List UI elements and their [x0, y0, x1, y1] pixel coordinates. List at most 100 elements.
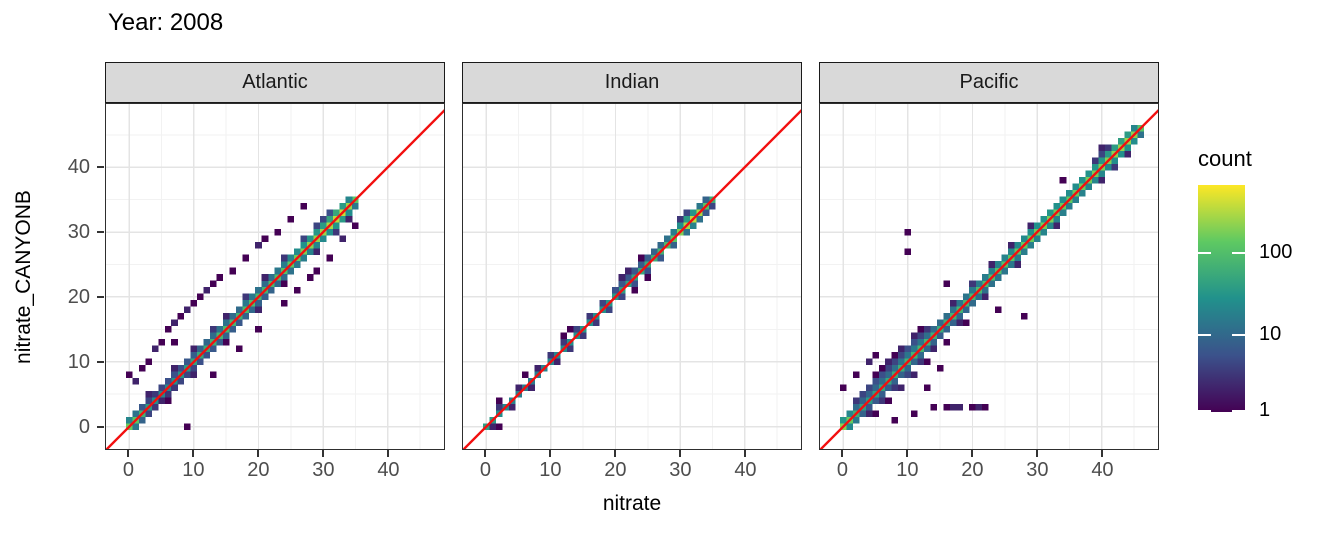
bin: [962, 293, 970, 301]
bin: [151, 390, 159, 398]
bin: [138, 403, 146, 411]
y-tick-label: 30: [67, 220, 90, 243]
bin: [878, 371, 886, 379]
bin: [190, 345, 198, 353]
bin: [885, 384, 892, 391]
bin: [326, 228, 333, 236]
bin: [982, 274, 989, 281]
bin: [846, 423, 854, 430]
x-tick-label: 20: [247, 459, 270, 481]
bin: [210, 280, 217, 288]
bin: [242, 300, 249, 307]
bin: [345, 196, 353, 203]
bin: [975, 280, 983, 288]
bin: [1137, 131, 1144, 139]
bin: [911, 371, 918, 379]
bin: [631, 267, 639, 275]
bin: [676, 215, 684, 223]
bin: [865, 390, 873, 398]
bin: [151, 345, 159, 353]
x-tick: [549, 450, 552, 457]
bin: [235, 345, 243, 353]
x-tick: [1036, 450, 1039, 457]
bin: [222, 332, 230, 340]
bin: [339, 235, 346, 242]
x-tick: [387, 450, 390, 457]
bin: [618, 280, 626, 288]
x-tick-label: 30: [669, 459, 692, 481]
facet-strip-pacific: Pacific: [819, 62, 1159, 103]
x-tick: [192, 450, 195, 457]
bin: [936, 319, 944, 327]
bin: [631, 287, 639, 294]
bin: [872, 371, 879, 379]
bin: [287, 215, 295, 223]
bin: [171, 339, 178, 346]
bin: [911, 332, 918, 340]
bin: [696, 202, 703, 210]
bin: [216, 274, 224, 281]
bin: [125, 371, 133, 379]
bin: [709, 202, 716, 210]
bin: [222, 313, 230, 320]
bin: [852, 371, 860, 379]
legend-tick-mark: [1198, 409, 1211, 412]
bin: [294, 261, 301, 268]
bin: [1098, 150, 1106, 158]
bin: [352, 202, 359, 210]
bin: [1053, 202, 1060, 210]
bin: [210, 326, 217, 333]
legend-tick-mark: [1232, 409, 1245, 412]
x-tick: [971, 450, 974, 457]
bin: [1046, 222, 1054, 229]
bin: [203, 352, 211, 359]
bin: [982, 403, 989, 411]
bin: [943, 403, 950, 411]
bin: [171, 364, 178, 372]
bin: [1066, 189, 1073, 197]
bin: [1014, 261, 1022, 268]
bin: [300, 235, 308, 242]
bin: [878, 364, 886, 372]
bin: [1104, 163, 1112, 171]
bin: [567, 326, 574, 333]
x-tick-label: 20: [604, 459, 627, 481]
bin: [982, 293, 989, 301]
bin: [625, 267, 632, 275]
bin: [332, 222, 340, 229]
bin: [332, 209, 340, 216]
bin: [281, 261, 288, 268]
identity-line: [106, 109, 444, 449]
bin: [281, 300, 288, 307]
x-tick: [127, 450, 130, 457]
bin: [638, 254, 645, 262]
bin: [885, 397, 892, 404]
bin: [197, 358, 204, 366]
bin: [281, 280, 288, 288]
bin: [599, 300, 606, 307]
bin: [702, 196, 710, 203]
bin: [644, 274, 652, 281]
legend-tick-label: 100: [1259, 241, 1293, 264]
bin: [567, 345, 574, 353]
bin: [956, 300, 963, 307]
bin: [859, 397, 866, 404]
bin: [177, 377, 185, 385]
bin: [1092, 157, 1099, 165]
bin: [663, 235, 671, 242]
bin: [268, 274, 275, 281]
bin: [326, 215, 333, 223]
panel-pacific: [819, 103, 1159, 450]
bin: [145, 397, 152, 404]
bin: [612, 287, 619, 294]
bin: [943, 313, 950, 320]
bin: [670, 228, 677, 236]
bin: [904, 364, 912, 372]
bin: [1072, 183, 1080, 190]
bin: [287, 267, 295, 275]
bin: [1020, 248, 1028, 255]
bin: [255, 306, 262, 314]
bin: [657, 254, 665, 262]
bin: [1027, 241, 1034, 249]
bin: [554, 358, 561, 366]
